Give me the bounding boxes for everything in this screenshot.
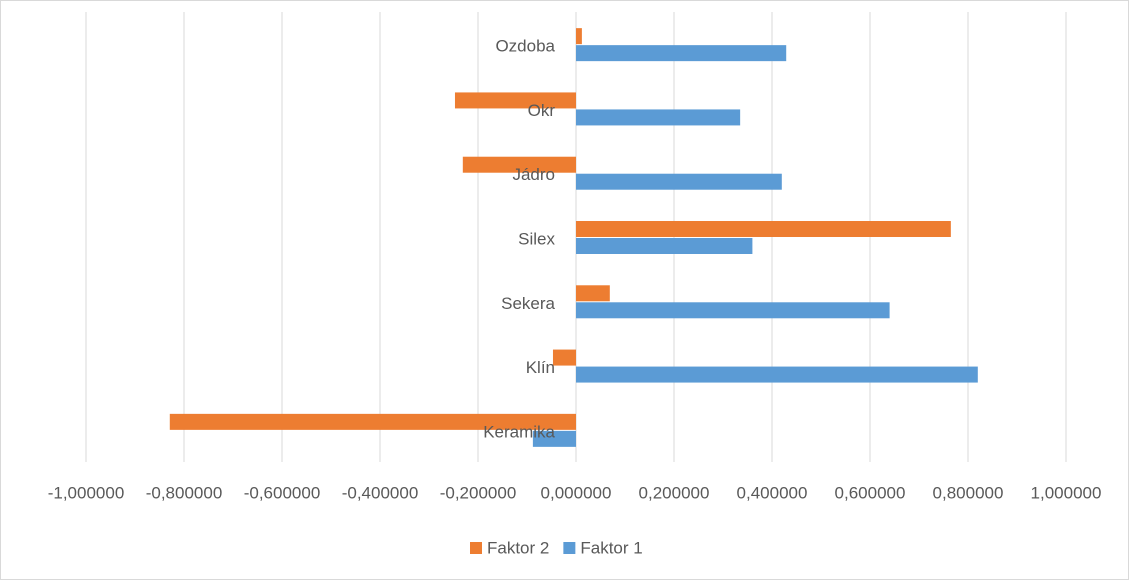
bar [532, 430, 576, 447]
y-tick-label: Sekera [501, 294, 555, 313]
legend-swatch [563, 542, 576, 554]
y-tick-label: Jádro [512, 165, 555, 184]
bar [576, 28, 582, 45]
x-tick-label: -1,000000 [48, 483, 125, 502]
x-tick-label: -0,800000 [146, 483, 223, 502]
bar [576, 109, 741, 126]
x-tick-label: 0,000000 [541, 483, 612, 502]
x-tick-label: 0,400000 [737, 483, 808, 502]
bar [576, 173, 782, 190]
y-tick-label: Ozdoba [495, 37, 555, 56]
legend-swatch [470, 542, 482, 554]
x-tick-label: 1,000000 [1031, 483, 1102, 502]
x-tick-label: -0,400000 [342, 483, 419, 502]
bar [576, 45, 787, 62]
y-tick-label: Klín [526, 358, 555, 377]
bar [576, 221, 951, 237]
x-tick-label: -0,200000 [440, 483, 517, 502]
bar [462, 156, 576, 173]
x-tick-label: 0,800000 [933, 483, 1004, 502]
legend-label: Faktor 2 [487, 538, 549, 557]
y-tick-label: Okr [528, 101, 556, 120]
bar [454, 92, 576, 109]
legend-label: Faktor 1 [580, 538, 642, 557]
bar [576, 366, 978, 383]
bar [552, 349, 576, 366]
x-tick-label: 0,600000 [835, 483, 906, 502]
bar [576, 238, 753, 254]
x-tick-label: 0,200000 [639, 483, 710, 502]
x-tick-label: -0,600000 [244, 483, 321, 502]
y-tick-label: Keramika [483, 422, 555, 441]
y-tick-label: Silex [518, 229, 555, 248]
bar [576, 302, 890, 319]
bar [576, 285, 610, 302]
bar [169, 413, 577, 430]
